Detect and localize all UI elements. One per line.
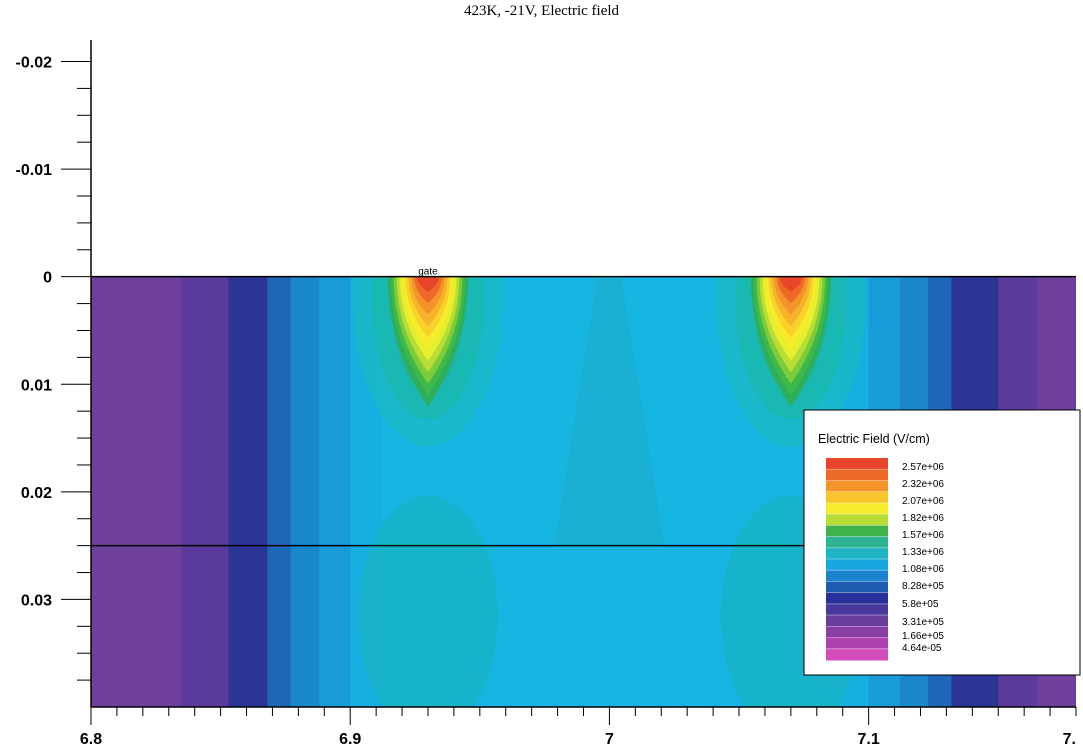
legend-swatch (826, 458, 888, 470)
legend-swatch (826, 502, 888, 515)
y-tick-label: 0 (43, 270, 52, 287)
field-contour (416, 276, 439, 292)
field-band (267, 276, 292, 707)
legend-swatch (826, 637, 888, 650)
legend-swatch (826, 615, 888, 627)
y-tick-label: 0.02 (21, 485, 52, 502)
field-band (290, 276, 321, 707)
legend-swatch (826, 592, 888, 605)
x-tick-label: 7 (605, 731, 614, 748)
legend-swatch (826, 559, 888, 571)
field-band (91, 276, 183, 707)
legend-level-label: 3.31e+05 (902, 617, 944, 628)
chart-title: 423K, -21V, Electric field (463, 3, 620, 19)
legend-swatch (826, 581, 888, 594)
x-tick-label: 7.1 (858, 731, 880, 748)
legend-swatch (826, 491, 888, 504)
gate-label: gate (418, 267, 438, 278)
legend-swatch (826, 525, 888, 538)
legend: Electric Field (V/cm) 2.57e+06 2.32e+06 2.0… (803, 409, 1081, 676)
legend-level-label: 8.28e+05 (902, 581, 944, 592)
legend-level-label: 2.07e+06 (902, 496, 944, 507)
legend-level-label: 4.64e-05 (902, 643, 942, 654)
center-valley (554, 276, 665, 546)
y-tick-label: 0.01 (21, 377, 52, 394)
x-tick-label: 6.9 (339, 731, 361, 748)
legend-level-label: 1.57e+06 (902, 530, 944, 541)
x-tick-label: 7. (1063, 731, 1076, 748)
lower-lobe (357, 495, 498, 707)
legend-swatch (826, 480, 888, 493)
axes: -0.02 -0.01 0 0.01 0.02 0.03 6.8 6.9 7 7.1 7. (16, 40, 1077, 748)
legend-swatch (826, 469, 888, 481)
legend-level-label: 1.66e+05 (902, 631, 944, 642)
field-contour (779, 276, 802, 292)
legend-swatch (826, 603, 888, 616)
legend-level-label: 1.82e+06 (902, 513, 944, 524)
x-tick-label: 6.8 (80, 731, 102, 748)
y-tick-label: 0.03 (21, 592, 52, 609)
legend-level-label: 5.8e+05 (902, 599, 939, 610)
legend-level-label: 2.32e+06 (902, 479, 944, 490)
field-band (228, 276, 269, 707)
annotations: gate (418, 267, 438, 278)
field-band (319, 276, 352, 707)
legend-swatch (826, 547, 888, 560)
legend-swatch (826, 570, 888, 582)
y-tick-label: -0.02 (16, 55, 53, 72)
legend-swatch (826, 648, 888, 661)
legend-swatch (826, 514, 888, 526)
y-tick-label: -0.01 (16, 162, 53, 179)
legend-level-label: 1.08e+06 (902, 564, 944, 575)
legend-title: Electric Field (V/cm) (818, 432, 930, 446)
legend-swatch (826, 536, 888, 549)
field-band (181, 276, 230, 707)
legend-level-label: 2.57e+06 (902, 462, 944, 473)
legend-swatch (826, 626, 888, 639)
legend-level-label: 1.33e+06 (902, 547, 944, 558)
electric-field-region (91, 276, 1076, 707)
